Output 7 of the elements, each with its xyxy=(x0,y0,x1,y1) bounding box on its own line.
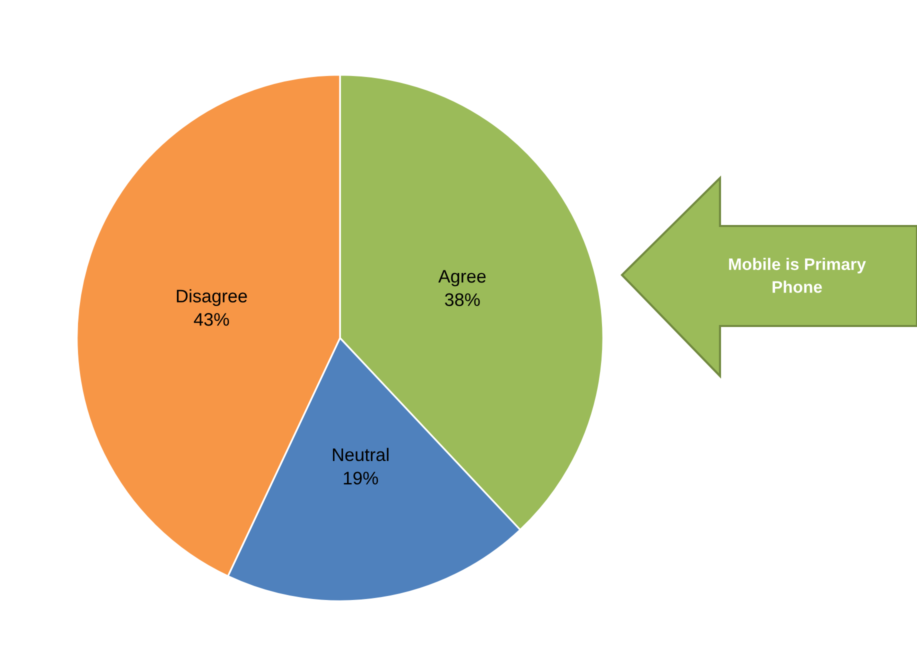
text: Mobile is Primary Phone xyxy=(729,258,866,293)
slice-label: Disagree xyxy=(176,289,247,306)
data-label: 19% xyxy=(344,472,378,485)
data-label: 38% xyxy=(444,293,480,306)
slice-label: Neutral xyxy=(332,448,388,462)
slice-label: Agree xyxy=(438,270,486,286)
data-label: 43% xyxy=(194,313,229,326)
